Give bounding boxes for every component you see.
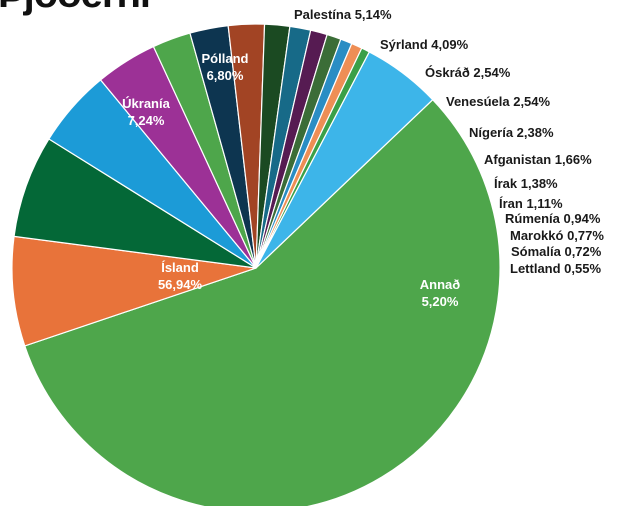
slice-label-íran: Íran 1,11%: [499, 196, 563, 211]
chart-title: Þjóðerni: [0, 0, 151, 14]
slice-label-nígería: Nígería 2,38%: [469, 125, 554, 140]
slice-label-óskráð: Óskráð 2,54%: [425, 65, 511, 80]
slice-label-afganistan: Afganistan 1,66%: [484, 152, 592, 167]
slice-label-ísland: Ísland 56,94%: [158, 260, 203, 292]
slice-label-úkranía: Úkranía 7,24%: [122, 96, 170, 128]
slice-label-lettland: Lettland 0,55%: [510, 261, 601, 276]
slice-label-venesúela: Venesúela 2,54%: [446, 94, 551, 109]
slice-label-sómalía: Sómalía 0,72%: [511, 244, 602, 259]
slice-label-annað: Annað 5,20%: [420, 277, 461, 309]
slice-label-palestína: Palestína 5,14%: [294, 7, 392, 22]
pie-slice-pólland: [13, 138, 257, 269]
slice-label-marokkó: Marokkó 0,77%: [510, 228, 604, 243]
pie-slice-ísland: [24, 98, 501, 506]
slice-label-pólland: Pólland 6,80%: [202, 51, 249, 83]
slice-label-írak: Írak 1,38%: [494, 176, 558, 191]
slice-label-sýrland: Sýrland 4,09%: [380, 37, 469, 52]
pie-slice-úkranía: [11, 235, 257, 347]
pie-slice-annað: [255, 51, 434, 269]
slice-label-rúmenía: Rúmenía 0,94%: [505, 211, 601, 226]
